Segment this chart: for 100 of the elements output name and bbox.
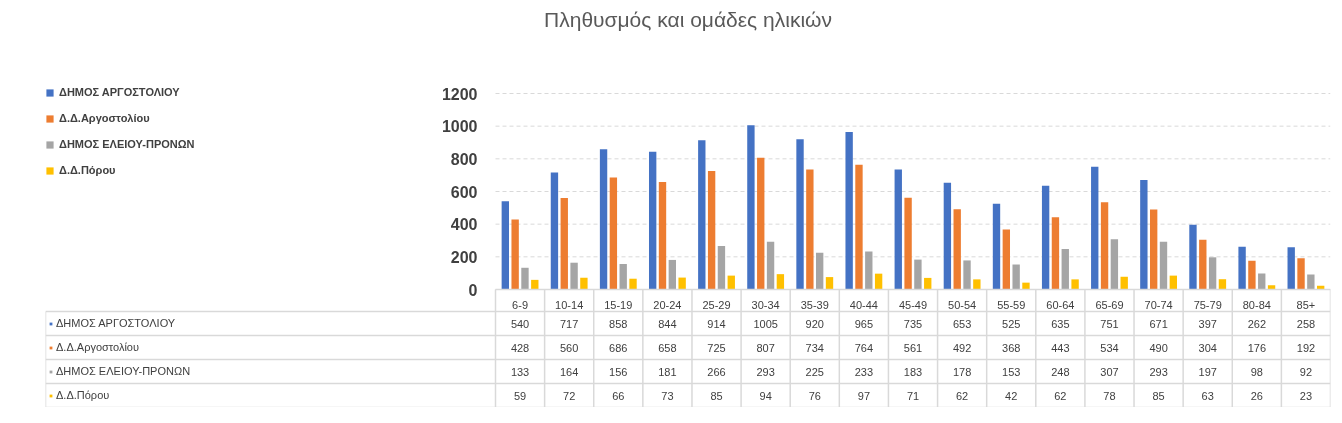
bar [825,277,834,290]
x-tick-label: 6-9 [512,298,529,311]
bar [1199,239,1207,290]
x-tick-label: 40-44 [849,298,878,311]
data-label: 293 [1149,365,1168,378]
data-label: 368 [1002,341,1021,354]
bar [943,182,952,290]
data-label: 534 [1100,341,1119,354]
bar [1159,241,1168,290]
data-label: 671 [1149,317,1168,330]
bar [1041,185,1050,290]
data-label: 97 [857,389,871,402]
y-tick-label: 800 [450,150,478,168]
bar [806,169,814,290]
data-label: 181 [658,365,677,378]
data-label: 751 [1100,317,1119,330]
chart-title: Πληθυσμός και ομάδες ηλικιών [544,7,832,31]
x-tick-label: 10-14 [555,298,584,311]
bar [1189,224,1197,290]
data-label: 72 [563,389,576,402]
legend-label: ΔΗΜΟΣ ΑΡΓΟΣΤΟΛΙΟΥ [59,86,180,98]
bar [698,140,706,290]
bar [550,172,559,290]
bar [796,139,804,290]
bar [629,278,637,290]
data-label: 178 [952,365,972,378]
data-label: 561 [903,341,923,354]
bar [501,201,510,290]
bar [1287,247,1295,290]
data-label: 62 [1054,389,1067,402]
data-label: 443 [1051,341,1070,354]
x-tick-label: 50-54 [948,298,977,311]
y-tick-label: 200 [450,248,478,266]
data-label: 78 [1103,389,1116,402]
data-label: 735 [903,317,923,330]
data-label: 653 [952,317,972,330]
bar [648,151,657,290]
data-label: 73 [661,389,674,402]
bar [1002,229,1011,290]
data-label: 658 [658,341,677,354]
bar [845,131,853,290]
data-label: 262 [1247,317,1267,330]
bar [1022,282,1030,290]
bar [1218,279,1227,290]
data-label: 492 [952,341,972,354]
bar [511,219,519,290]
bar [1248,260,1256,290]
bar [1110,239,1119,290]
data-label: 858 [609,317,628,330]
bar [609,177,618,290]
bar [924,277,932,290]
data-label: 176 [1247,341,1267,354]
bar [757,157,765,290]
data-label: 920 [805,317,824,330]
data-label: 686 [609,341,628,354]
bar [1091,166,1099,290]
data-label: 397 [1198,317,1217,330]
data-label: 734 [805,341,824,354]
data-label: 560 [560,341,579,354]
bar [678,277,686,290]
bar [1307,274,1315,290]
y-tick-label: 1000 [441,118,478,136]
x-tick-label: 30-34 [751,298,780,311]
bar [914,259,922,290]
y-tick-label: 1200 [441,85,478,103]
bar [1100,202,1109,290]
bar [874,273,883,290]
data-label: 66 [612,389,625,402]
bar [963,260,971,290]
bar [992,203,1001,290]
text: ΔΗΜΟΣ ΑΡΓΟΣΤΟΛΙΟΥ [56,317,176,329]
x-tick-label: 25-29 [702,298,731,311]
bar [1140,179,1148,290]
data-label: 725 [707,341,726,354]
bar [1051,217,1060,290]
data-label: 85 [710,389,723,402]
x-tick-label: 80-84 [1242,298,1271,311]
bar [776,274,785,290]
data-label: 62 [956,389,969,402]
legend-label: ΔΗΜΟΣ ΕΛΕΙΟΥ-ΠΡΟΝΩΝ [59,138,195,150]
bar [815,252,824,290]
bar [1061,248,1069,290]
bar [1208,257,1217,290]
bar [894,169,902,290]
bar [766,241,775,290]
legend-label: Δ.Δ.Αργοστολίου [59,112,150,124]
bar [658,182,667,290]
y-tick-label: 0 [468,281,478,299]
bar [904,197,912,290]
x-tick-label: 75-79 [1193,298,1222,311]
bar [560,198,568,290]
text: Δ.Δ.Αργοστολίου [56,341,139,353]
data-label: 965 [854,317,874,330]
data-label: 76 [808,389,821,402]
data-label: 85 [1152,389,1165,402]
data-label: 807 [756,341,775,354]
data-label: 490 [1149,341,1168,354]
x-tick-label: 70-74 [1144,298,1173,311]
x-tick-label: 15-19 [604,298,633,311]
bar [580,277,588,290]
